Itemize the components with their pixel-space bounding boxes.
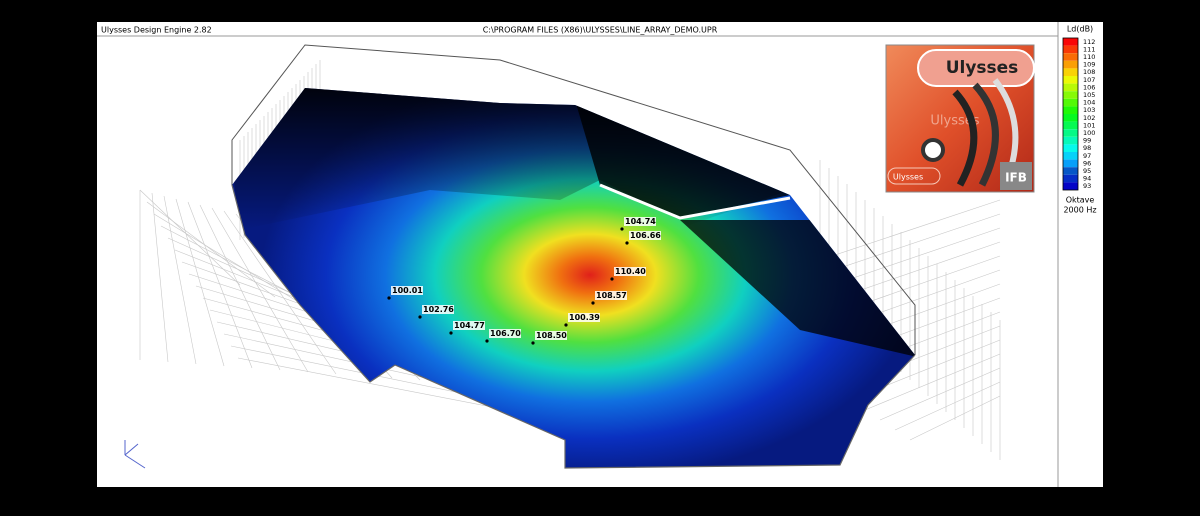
measurement-label-bg [595, 291, 627, 300]
legend-swatch [1063, 159, 1078, 168]
room-outline [231, 44, 916, 355]
grid-line [163, 195, 197, 365]
measurement-label: 108.50 [536, 331, 567, 340]
legend-swatch [1063, 38, 1078, 46]
measurement-label-bg [535, 331, 567, 340]
measurement-label-bg [453, 321, 485, 330]
legend-title: Ld(dB) [1067, 25, 1093, 34]
measurement-label-bg [624, 217, 656, 226]
legend-swatch [1063, 53, 1078, 61]
legend-swatch [1063, 182, 1078, 190]
legend-level: 109 [1083, 61, 1095, 69]
legend-level: 107 [1083, 76, 1095, 84]
legend-swatch [1063, 121, 1078, 130]
grid-line [199, 204, 281, 371]
logo-brand: Ulysses [946, 58, 1019, 78]
measurement-label: 104.74 [625, 217, 656, 226]
legend-swatch [1063, 167, 1078, 175]
balcony-edge [599, 183, 791, 220]
legend-swatch [1063, 144, 1078, 152]
floor-edge [231, 184, 916, 469]
measurement-label-bg [489, 329, 521, 338]
app-title: Ulysses Design Engine 2.82 [101, 26, 212, 35]
legend-level: 96 [1083, 159, 1091, 167]
measurement-label: 110.40 [615, 267, 646, 276]
measurement-label: 106.70 [490, 329, 521, 338]
grid-line [223, 210, 337, 375]
measurement-label-bg [568, 313, 600, 322]
measurement-dot [610, 277, 614, 281]
color-legend: 1121111101091081071061051041031021011009… [1062, 37, 1095, 191]
legend-swatch [1063, 106, 1078, 114]
axis-gizmo [124, 440, 146, 469]
legend-swatch [1063, 68, 1078, 76]
measurement-dot [449, 331, 453, 335]
legend-level: 95 [1083, 167, 1091, 175]
legend-level: 108 [1083, 68, 1095, 76]
measurement-label: 106.66 [630, 231, 661, 240]
measurement-label-bg [422, 305, 454, 314]
legend-swatch [1063, 76, 1078, 84]
measurement-dot [564, 323, 568, 327]
logo-maker: IFB [1005, 171, 1027, 185]
legend-level: 101 [1083, 121, 1095, 129]
legend-swatch [1063, 174, 1078, 183]
grid-line [879, 367, 1001, 421]
measurement-label: 100.01 [392, 286, 423, 295]
legend-level: 112 [1083, 38, 1095, 46]
legend-swatch [1063, 152, 1078, 160]
file-path: C:\PROGRAM FILES (X86)\ULYSSES\LINE_ARRA… [483, 26, 718, 35]
grid-line [175, 198, 225, 367]
legend-swatch [1063, 83, 1078, 92]
measurement-label: 104.77 [454, 321, 485, 330]
measurement-dot [387, 296, 391, 300]
grid-line [894, 381, 1001, 431]
measurement-dot [620, 227, 624, 231]
legend-swatch [1063, 45, 1078, 54]
legend-level: 98 [1083, 144, 1091, 152]
legend-frequency: 2000 Hz [1063, 206, 1096, 215]
legend-level: 103 [1083, 106, 1095, 114]
grid-line [187, 201, 253, 369]
legend-level: 111 [1083, 45, 1095, 53]
legend-level: 110 [1083, 53, 1095, 61]
legend-swatch [1063, 114, 1078, 122]
measurement-label-bg [629, 231, 661, 240]
grid-line [211, 207, 309, 373]
logo: Ulysses Ulysses Ulysses IFB [885, 44, 1035, 193]
legend-level: 105 [1083, 91, 1095, 99]
measurement-dot [485, 339, 489, 343]
legend-swatch [1063, 91, 1078, 99]
logo-caption: Ulysses [893, 173, 923, 182]
legend-level: 100 [1083, 129, 1095, 137]
measurement-dot [625, 241, 629, 245]
legend-level: 93 [1083, 182, 1091, 190]
measurement-label: 108.57 [596, 291, 627, 300]
legend-swatch [1063, 98, 1078, 107]
legend-frame [1062, 37, 1079, 191]
legend-swatch [1063, 136, 1078, 145]
measurement-label-bg [391, 286, 423, 295]
legend-swatch [1063, 60, 1078, 69]
legend-level: 94 [1083, 175, 1091, 183]
legend-level: 102 [1083, 114, 1095, 122]
measurement-label-bg [614, 267, 646, 276]
measurement-label: 102.76 [423, 305, 454, 314]
measurement-dot [418, 315, 422, 319]
legend-level: 106 [1083, 83, 1095, 91]
grid-line [864, 353, 1001, 411]
legend-level: 99 [1083, 137, 1091, 145]
legend-level: 104 [1083, 99, 1095, 107]
legend-band: Oktave [1066, 196, 1095, 205]
measurement-dot [591, 301, 595, 305]
grid-line [151, 192, 169, 363]
legend-swatch [1063, 129, 1078, 137]
measurement-dot [531, 341, 535, 345]
measurement-label: 100.39 [569, 313, 600, 322]
legend-level: 97 [1083, 152, 1091, 160]
